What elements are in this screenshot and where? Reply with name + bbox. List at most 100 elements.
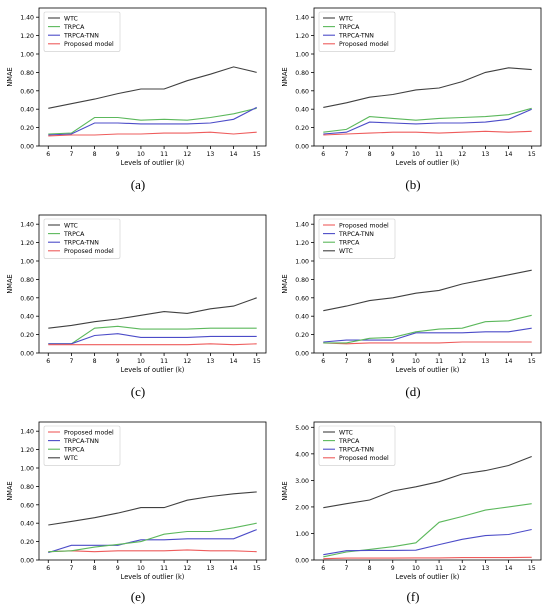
series-line-proposed-model — [323, 341, 532, 345]
panel-label-c: (c) — [130, 384, 146, 399]
x-tick-label: 10 — [412, 358, 420, 365]
x-tick-label: 15 — [528, 358, 536, 365]
series-line-wtc — [48, 66, 257, 109]
legend-entry: TRPCA-TNN — [63, 438, 99, 445]
series-line-wtc — [323, 455, 532, 509]
x-tick-label: 14 — [505, 565, 513, 572]
legend-entry: TRPCA — [338, 24, 360, 31]
legend-entry: TRPCA-TNN — [338, 447, 374, 454]
y-tick-label: 0.00 — [295, 351, 309, 358]
x-tick-label: 7 — [344, 151, 348, 158]
x-tick-label: 8 — [368, 151, 372, 158]
y-tick-label: 0.00 — [295, 144, 309, 151]
panel-label-a: (a) — [130, 177, 146, 192]
x-axis-label: Levels of outlier (k) — [121, 573, 185, 581]
y-tick-label: 2.00 — [295, 504, 309, 511]
x-tick-label: 12 — [183, 565, 191, 572]
panel-d: 0.00 0.20 0.40 0.60 0.80 1.00 1.20 1.40 6 7 8 9 10 11… — [275, 207, 550, 375]
y-tick-label: 0.00 — [20, 144, 34, 151]
y-tick-label: 0.40 — [20, 314, 34, 321]
y-tick-label: 4.00 — [295, 451, 309, 458]
x-axis-label: Levels of outlier (k) — [121, 159, 185, 167]
x-tick-label: 13 — [206, 358, 214, 365]
series-line-trpca-tnn — [48, 333, 257, 345]
x-axis-label: Levels of outlier (k) — [121, 366, 185, 374]
x-tick-label: 7 — [344, 358, 348, 365]
legend-entry: Proposed model — [64, 248, 114, 255]
y-tick-label: 0.80 — [295, 277, 309, 284]
x-tick-label: 11 — [435, 358, 443, 365]
x-axis-label: Levels of outlier (k) — [396, 573, 460, 581]
legend-entry: Proposed model — [64, 41, 114, 48]
panel-label-d: (d) — [405, 384, 421, 399]
series-line-proposed-model — [323, 556, 532, 560]
legend-box — [43, 425, 121, 466]
y-tick-label: 0.40 — [295, 314, 309, 321]
legend-entry: TRPCA — [63, 24, 85, 31]
series-line-trpca — [323, 503, 532, 558]
x-axis-label: Levels of outlier (k) — [396, 159, 460, 167]
y-tick-label: 1.00 — [295, 52, 309, 59]
x-tick-label: 10 — [137, 565, 145, 572]
chart-f: 0.00 1.00 2.00 3.00 4.00 5.00 6 7 8 9 10 11 12 13 14 15… — [281, 421, 542, 581]
legend-entry: Proposed model — [339, 222, 389, 229]
panel-label-e: (e) — [130, 589, 146, 604]
x-tick-label: 12 — [183, 358, 191, 365]
x-tick-label: 8 — [93, 151, 97, 158]
legend-entry: TRPCA-TNN — [63, 33, 99, 40]
y-axis-label: NMAE — [6, 274, 14, 293]
panel-label-f: (f) — [406, 589, 420, 604]
y-tick-label: 0.00 — [295, 558, 309, 565]
y-tick-label: 1.40 — [20, 222, 34, 229]
x-tick-label: 14 — [505, 358, 513, 365]
x-tick-label: 7 — [69, 151, 73, 158]
x-tick-label: 13 — [481, 358, 489, 365]
x-tick-label: 9 — [116, 151, 120, 158]
y-tick-label: 0.20 — [20, 125, 34, 132]
x-tick-label: 10 — [412, 151, 420, 158]
series-line-trpca-tnn — [323, 528, 532, 556]
y-tick-label: 0.80 — [20, 277, 34, 284]
series-line-proposed-model — [48, 549, 257, 553]
legend-entry: WTC — [339, 429, 353, 436]
chart-b: 0.00 0.20 0.40 0.60 0.80 1.00 1.20 1.40 6 7 8 9 10 11… — [281, 7, 542, 167]
y-tick-label: 0.40 — [20, 521, 34, 528]
series-line-wtc — [323, 269, 532, 312]
y-tick-label: 1.00 — [20, 259, 34, 266]
x-tick-label: 7 — [69, 565, 73, 572]
series-line-wtc — [323, 67, 532, 108]
y-axis-label: NMAE — [281, 274, 289, 293]
y-tick-label: 1.20 — [295, 240, 309, 247]
y-tick-label: 1.20 — [20, 447, 34, 454]
x-tick-label: 12 — [183, 151, 191, 158]
y-axis-label: NMAE — [281, 481, 289, 500]
y-tick-label: 5.00 — [295, 425, 309, 432]
x-tick-label: 9 — [116, 358, 120, 365]
legend-entry: TRPCA-TNN — [338, 33, 374, 40]
series-line-trpca — [48, 107, 257, 135]
x-tick-label: 15 — [253, 151, 261, 158]
y-axis-label: NMAE — [281, 67, 289, 86]
x-tick-label: 9 — [391, 565, 395, 572]
x-tick-label: 6 — [46, 565, 50, 572]
y-tick-label: 1.20 — [20, 240, 34, 247]
legend-box — [318, 425, 396, 466]
x-tick-label: 8 — [93, 358, 97, 365]
y-tick-label: 1.40 — [295, 222, 309, 229]
panel-a: 0.00 0.20 0.40 0.60 0.80 1.00 1.20 1.40 6 7 8 9 10 11… — [0, 0, 275, 168]
y-tick-label: 0.00 — [20, 558, 34, 565]
plot-frame — [313, 7, 542, 147]
x-tick-label: 13 — [206, 151, 214, 158]
legend-entry: WTC — [339, 15, 353, 22]
series-line-wtc — [48, 297, 257, 329]
series-line-proposed-model — [48, 343, 257, 346]
x-tick-label: 6 — [321, 358, 325, 365]
x-tick-label: 10 — [137, 358, 145, 365]
x-tick-label: 14 — [505, 151, 513, 158]
x-tick-label: 14 — [230, 358, 238, 365]
x-tick-label: 10 — [137, 151, 145, 158]
chart-a: 0.00 0.20 0.40 0.60 0.80 1.00 1.20 1.40 6 7 8 9 10 11… — [6, 7, 267, 167]
y-tick-label: 0.40 — [20, 107, 34, 114]
series-line-trpca — [323, 314, 532, 344]
